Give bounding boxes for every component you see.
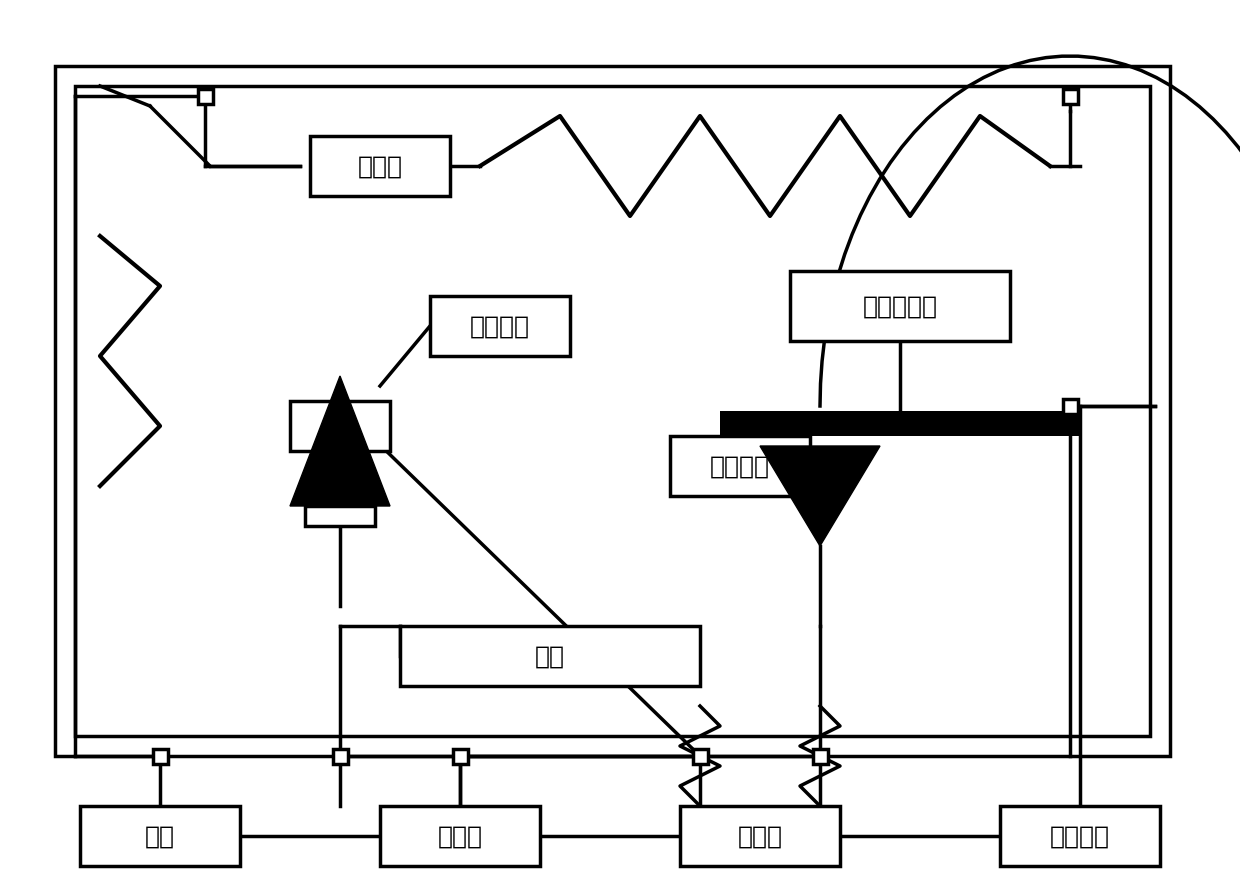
Polygon shape — [290, 377, 391, 507]
Bar — [290, 401, 391, 452]
Bar — [55, 67, 1171, 756]
Bar — [305, 507, 374, 526]
Bar — [430, 297, 570, 356]
Bar — [1063, 89, 1078, 105]
Bar — [720, 411, 1080, 437]
Bar — [1063, 399, 1078, 414]
Text: 转台: 转台 — [534, 644, 565, 668]
Bar — [680, 806, 839, 866]
Bar — [401, 626, 701, 687]
Bar — [790, 272, 1011, 342]
Bar — [670, 437, 810, 496]
Text: 电机: 电机 — [145, 824, 175, 848]
Text: 电磁超表面: 电磁超表面 — [863, 295, 937, 319]
Bar — [692, 749, 708, 764]
Bar — [74, 87, 1149, 736]
Bar — [453, 749, 467, 764]
Text: 控制电路: 控制电路 — [1050, 824, 1110, 848]
Text: 接收天线: 接收天线 — [470, 315, 529, 338]
Bar — [81, 806, 241, 866]
Bar — [379, 806, 539, 866]
Text: 搅拌器: 搅拌器 — [357, 155, 403, 179]
Bar — [197, 89, 212, 105]
Bar — [332, 749, 347, 764]
Bar — [999, 806, 1159, 866]
Bar — [153, 749, 167, 764]
Bar — [812, 749, 827, 764]
Text: 支架: 支架 — [325, 415, 355, 439]
Text: 发射天线: 发射天线 — [711, 455, 770, 478]
Polygon shape — [760, 447, 880, 547]
Bar — [310, 136, 450, 197]
Text: 工控机: 工控机 — [438, 824, 482, 848]
Text: 网分仪: 网分仪 — [738, 824, 782, 848]
